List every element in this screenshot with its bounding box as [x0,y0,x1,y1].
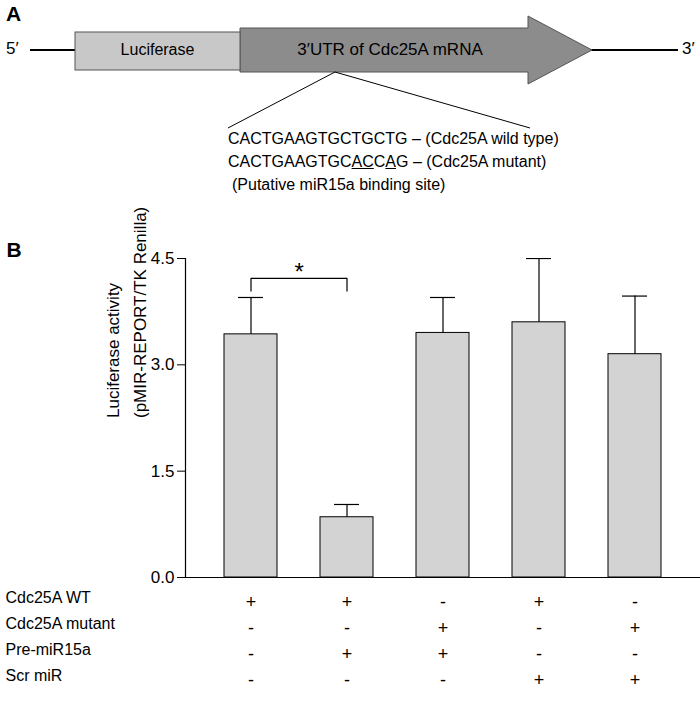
svg-text:-: - [248,644,254,664]
svg-text:*: * [294,258,303,285]
svg-text:-: - [344,618,350,638]
svg-text:-: - [440,670,446,690]
svg-text:Cdc25A mutant: Cdc25A mutant [6,615,116,632]
svg-text:-: - [344,670,350,690]
svg-text:-: - [536,618,542,638]
html-text:CACTGAAGTGCTGCTG – (Cdc25A wil: CACTGAAGTGCTGCTG – (Cdc25A wild type) [228,130,559,147]
svg-text:B: B [7,238,22,261]
svg-text:+: + [438,644,449,664]
svg-text:+: + [342,592,353,612]
html-text:CACTGAAGTGC AC C A G – (Cdc25A: CACTGAAGTGC AC C A G – (Cdc25A mutant) [228,153,547,170]
svg-text:+: + [534,670,545,690]
svg-text:+: + [630,670,641,690]
svg-text:+: + [246,592,257,612]
svg-text:Scr miR: Scr miR [6,667,63,684]
svg-text:Cdc25A WT: Cdc25A WT [6,589,92,606]
svg-text:3.0: 3.0 [151,355,175,374]
svg-text:+: + [630,618,641,638]
svg-text:-: - [248,618,254,638]
html-text:(Putative miR15a binding site): (Putative miR15a binding site) [232,176,446,193]
svg-text:Pre-miR15a: Pre-miR15a [6,641,91,658]
svg-text:Luciferase activity: Luciferase activity [104,282,123,418]
svg-text:-: - [632,592,638,612]
svg-text:+: + [438,618,449,638]
svg-text:-: - [536,644,542,664]
html-text:3′: 3′ [682,39,695,58]
html-text:3′UTR of Cdc25A mRNA: 3′UTR of Cdc25A mRNA [297,40,483,59]
svg-text:1.5: 1.5 [151,462,175,481]
svg-text:+: + [342,644,353,664]
svg-text:-: - [440,592,446,612]
svg-text:0.0: 0.0 [151,568,175,587]
svg-text:-: - [248,670,254,690]
svg-text:(pMIR-REPORT/TK Renilla): (pMIR-REPORT/TK Renilla) [131,207,150,418]
html-text:Luciferase: Luciferase [120,41,195,58]
svg-text:-: - [632,644,638,664]
svg-text:+: + [534,592,545,612]
svg-text:4.5: 4.5 [151,249,175,268]
html-text:5′: 5′ [6,39,19,58]
html-text:A: A [6,2,22,25]
